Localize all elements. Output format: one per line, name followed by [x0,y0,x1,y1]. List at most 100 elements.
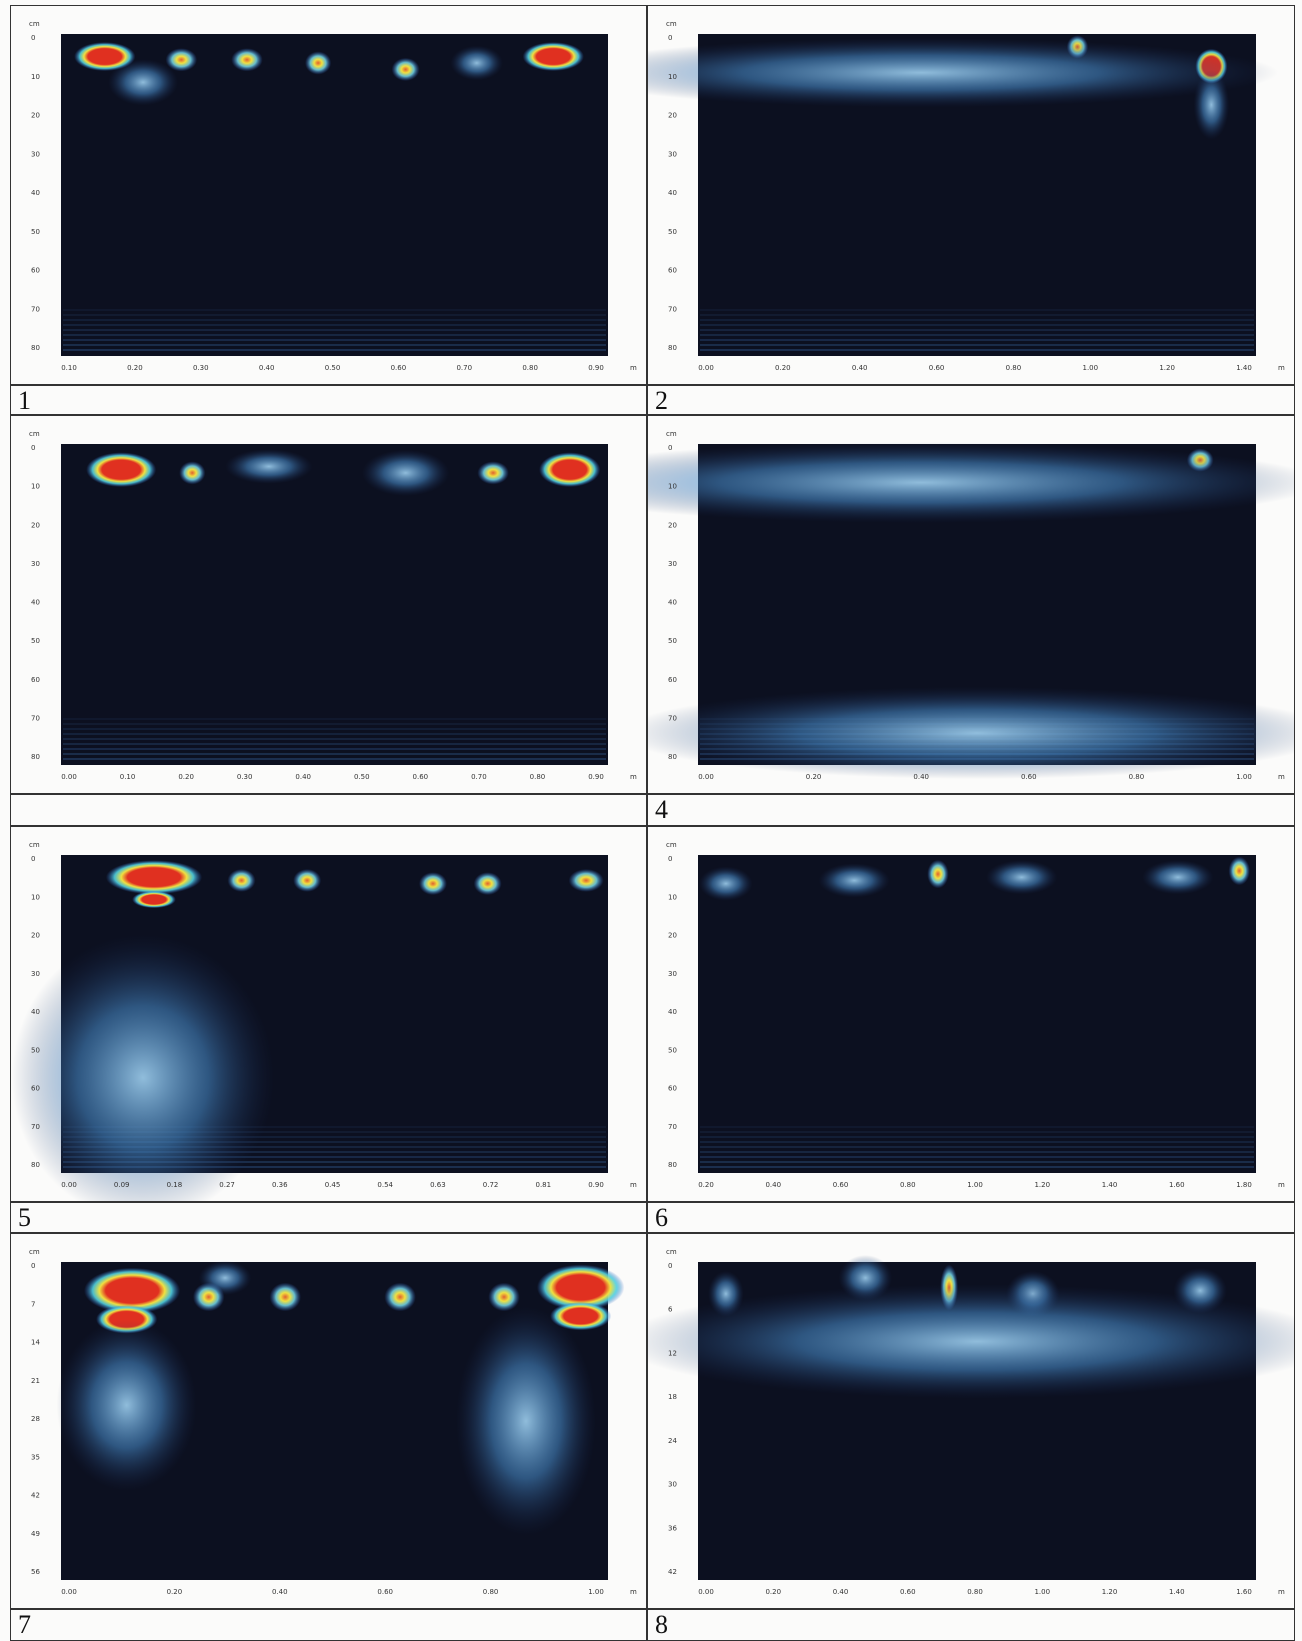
y-tick-label: 40 [31,1008,40,1016]
x-tick-label: 0.00 [61,1181,77,1189]
y-tick-label: 60 [668,1085,677,1093]
y-tick-label: 80 [668,1161,677,1169]
x-tick-label: 0.60 [833,1181,849,1189]
y-tick-label: 60 [668,676,677,684]
y-tick-label: 56 [31,1568,40,1576]
x-tick-label: 0.81 [536,1181,552,1189]
y-tick-label: 20 [668,112,677,120]
reflection [392,58,420,81]
x-unit: m [630,773,637,781]
x-tick-label: 1.60 [1169,1181,1185,1189]
y-tick-label: 50 [31,228,40,236]
x-tick-label: 0.40 [272,1588,288,1596]
x-tick-label: 1.00 [1082,364,1098,372]
document: cmm010203040506070800.100.200.300.400.50… [0,0,1302,1641]
x-tick-label: 0.27 [219,1181,235,1189]
y-tick-label: 30 [668,970,677,978]
x-tick-label: 0.00 [698,1588,714,1596]
reflection [523,42,584,71]
reflection [699,866,753,900]
x-tick-label: 0.09 [114,1181,130,1189]
x-tick-label: 1.20 [1034,1181,1050,1189]
x-tick-label: 0.60 [929,364,945,372]
x-tick-label: 0.30 [237,773,253,781]
y-tick-label: 14 [31,1339,40,1347]
reflection [225,449,313,484]
x-tick-label: 0.80 [1006,364,1022,372]
y-tick-label: 0 [668,444,672,452]
reflection [293,869,321,892]
x-tick-label: 0.50 [354,773,370,781]
y-tick-label: 28 [31,1415,40,1423]
y-tick-label: 40 [31,599,40,607]
y-tick-label: 30 [668,150,677,158]
y-tick-label: 80 [668,344,677,352]
reflection [86,452,156,487]
x-tick-label: 0.20 [167,1588,183,1596]
y-tick-label: 0 [668,34,672,42]
x-tick-label: 0.40 [259,364,275,372]
figure-number: 1 [18,386,31,416]
x-tick-label: 0.80 [1129,773,1145,781]
label-cell [10,1202,647,1233]
y-tick-label: 24 [668,1437,677,1445]
x-tick-label: 0.10 [61,364,77,372]
x-tick-label: 0.40 [833,1588,849,1596]
y-tick-label: 0 [31,444,35,452]
reflection [648,442,1294,523]
y-tick-label: 21 [31,1377,40,1385]
x-unit: m [630,364,637,372]
x-tick-label: 0.50 [325,364,341,372]
figure-number: 4 [655,795,668,825]
y-tick-label: 10 [668,893,677,901]
figure-number: 2 [655,386,668,416]
y-tick-label: 20 [31,932,40,940]
x-tick-label: 1.40 [1102,1181,1118,1189]
y-tick-label: 0 [31,34,35,42]
reflection [231,48,263,71]
figure-number: 6 [655,1203,668,1233]
plot-area [698,855,1256,1173]
reflection [1194,70,1230,140]
x-tick-label: 0.60 [900,1588,916,1596]
y-tick-label: 40 [668,1008,677,1016]
y-tick-label: 35 [31,1453,40,1461]
x-tick-label: 0.40 [295,773,311,781]
reflection [450,46,503,81]
x-tick-label: 0.40 [765,1181,781,1189]
reflection [179,461,205,484]
y-tick-label: 36 [668,1524,677,1532]
y-tick-label: 30 [31,560,40,568]
x-tick-label: 0.10 [120,773,136,781]
x-tick-label: 0.63 [430,1181,446,1189]
y-tick-label: 42 [31,1492,40,1500]
y-tick-label: 30 [668,1481,677,1489]
figure-number: 7 [18,1610,31,1640]
y-unit: cm [29,841,40,849]
x-tick-label: 0.90 [588,1181,604,1189]
y-tick-label: 60 [31,1085,40,1093]
reflection [419,872,447,895]
y-tick-label: 49 [31,1530,40,1538]
y-tick-label: 60 [31,267,40,275]
reflection [132,891,176,908]
figure-cell: cmm010203040506070800.000.200.400.600.80… [647,415,1295,794]
y-tick-label: 30 [31,150,40,158]
reflection [106,860,202,894]
x-tick-label: 0.90 [588,364,604,372]
y-tick-label: 42 [668,1568,677,1576]
y-tick-label: 50 [668,1046,677,1054]
reflection [270,1283,302,1312]
reflection [305,51,331,74]
x-tick-label: 0.70 [456,364,472,372]
y-tick-label: 30 [668,560,677,568]
x-tick-label: 0.20 [127,364,143,372]
radargram: cmm010203040506070800.200.400.600.801.00… [648,827,1294,1201]
label-cell [647,794,1295,826]
label-cell [647,1609,1295,1641]
y-unit: cm [29,1248,40,1256]
y-tick-label: 10 [31,893,40,901]
